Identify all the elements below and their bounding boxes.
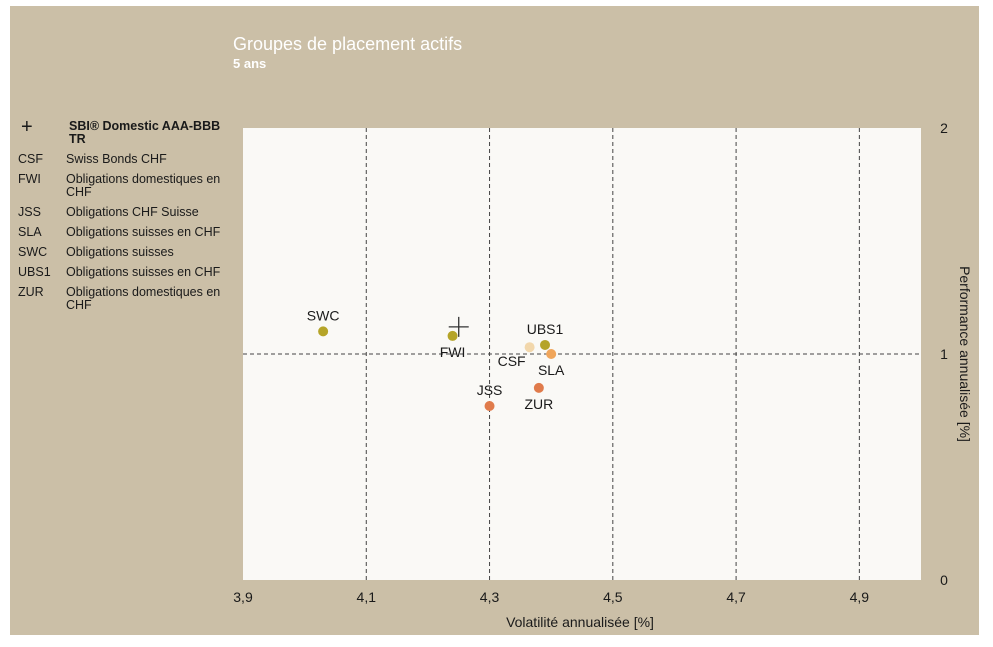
- legend-label: Obligations domestiques en CHF: [66, 285, 221, 312]
- legend-item-fwi: FWI Obligations domestiques en CHF: [18, 173, 233, 199]
- legend-label: SBI® Domestic AAA-BBB TR: [69, 119, 221, 146]
- data-point-ubs1: [540, 339, 551, 350]
- data-label-jss: JSS: [477, 382, 503, 398]
- data-label-sla: SLA: [538, 362, 565, 378]
- data-label-fwi: FWI: [440, 344, 466, 360]
- legend-item-benchmark: + SBI® Domestic AAA-BBB TR: [18, 116, 233, 146]
- legend-code: SWC: [18, 245, 48, 259]
- benchmark-marker: [448, 316, 469, 337]
- y-tick-label: 2: [940, 120, 948, 136]
- legend-item-csf: CSF Swiss Bonds CHF: [18, 153, 233, 166]
- legend-code: SLA: [18, 225, 42, 239]
- legend-item-sla: SLA Obligations suisses en CHF: [18, 226, 233, 239]
- legend-label: Swiss Bonds CHF: [66, 152, 167, 166]
- x-tick-label: 4,3: [480, 589, 500, 605]
- legend-label: Obligations suisses en CHF: [66, 265, 221, 279]
- x-tick-label: 4,5: [603, 589, 623, 605]
- legend-code: FWI: [18, 172, 41, 186]
- x-axis-label: Volatilité annualisée [%]: [506, 614, 654, 630]
- legend-item-zur: ZUR Obligations domestiques en CHF: [18, 286, 233, 312]
- data-point-zur: [533, 382, 544, 393]
- legend: + SBI® Domestic AAA-BBB TR CSF Swiss Bonds …: [18, 116, 233, 319]
- x-tick-label: 4,7: [726, 589, 746, 605]
- legend-code: UBS1: [18, 265, 51, 279]
- legend-item-jss: JSS Obligations CHF Suisse: [18, 206, 233, 219]
- legend-item-swc: SWC Obligations suisses: [18, 246, 233, 259]
- data-label-zur: ZUR: [524, 396, 553, 412]
- legend-code: JSS: [18, 205, 41, 219]
- legend-code: CSF: [18, 152, 43, 166]
- legend-label: Obligations suisses: [66, 245, 174, 259]
- x-tick-label: 4,9: [850, 589, 870, 605]
- chart-title: Groupes de placement actifs: [233, 34, 463, 54]
- chart-subtitle: 5 ans: [233, 56, 267, 71]
- x-tick-label: 3,9: [233, 589, 253, 605]
- legend-item-ubs1: UBS1 Obligations suisses en CHF: [18, 266, 233, 279]
- data-point-csf: [524, 342, 535, 353]
- legend-label: Obligations suisses en CHF: [66, 225, 221, 239]
- y-tick-label: 0: [940, 572, 948, 588]
- legend-label: Obligations domestiques en CHF: [66, 172, 221, 199]
- data-point-sla: [546, 349, 557, 359]
- data-point-fwi: [447, 330, 458, 341]
- legend-label: Obligations CHF Suisse: [66, 205, 199, 219]
- x-tick-label: 4,1: [357, 589, 377, 605]
- legend-code: +: [21, 116, 33, 138]
- data-label-ubs1: UBS1: [527, 321, 564, 337]
- data-point-jss: [484, 400, 495, 411]
- data-point-swc: [318, 326, 329, 337]
- data-label-swc: SWC: [307, 307, 340, 323]
- y-tick-label: 1: [940, 346, 948, 362]
- data-label-csf: CSF: [498, 353, 526, 369]
- y-axis-label: Performance annualisée [%]: [957, 266, 973, 442]
- legend-code: ZUR: [18, 285, 44, 299]
